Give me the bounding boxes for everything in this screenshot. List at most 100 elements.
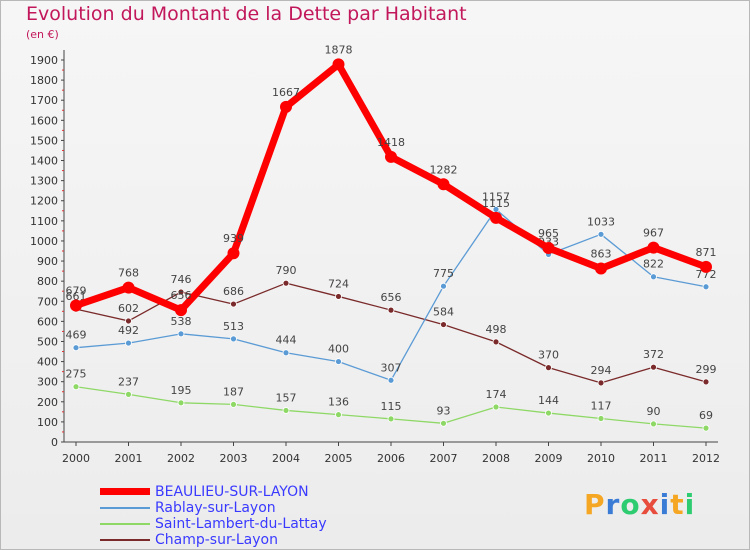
- data-point: [282, 349, 290, 357]
- data-label: 492: [118, 324, 139, 337]
- x-tick-label: 2005: [325, 452, 353, 465]
- data-label: 967: [643, 227, 664, 240]
- data-point: [440, 321, 447, 328]
- data-label: 400: [328, 343, 349, 356]
- data-point: [280, 100, 292, 113]
- data-label: 1033: [587, 215, 615, 228]
- x-tick-label: 2002: [167, 452, 195, 465]
- data-point: [335, 358, 342, 365]
- data-label: 90: [647, 405, 661, 418]
- data-point: [545, 409, 552, 417]
- data-label: 965: [538, 227, 559, 240]
- y-tick-label: 1800: [30, 74, 58, 87]
- data-point: [227, 247, 240, 260]
- data-point: [650, 273, 657, 281]
- data-label: 187: [223, 385, 244, 398]
- data-label: 237: [118, 375, 139, 388]
- data-label: 1115: [482, 197, 510, 210]
- y-tick-label: 200: [37, 396, 58, 409]
- data-label: 939: [223, 232, 244, 245]
- x-tick-label: 2007: [430, 452, 458, 465]
- legend-swatch: [100, 523, 150, 525]
- data-label: 469: [66, 329, 87, 342]
- data-point: [125, 317, 132, 325]
- data-point: [545, 364, 552, 372]
- logo-letter: x: [640, 488, 660, 521]
- legend-swatch: [100, 488, 150, 495]
- y-tick-label: 900: [37, 255, 58, 268]
- chart-subtitle: (en €): [26, 28, 59, 41]
- data-label: 115: [381, 400, 402, 413]
- data-point: [650, 363, 657, 371]
- x-tick-label: 2010: [587, 452, 615, 465]
- data-label: 299: [696, 363, 717, 376]
- data-label: 513: [223, 320, 244, 333]
- data-label: 584: [433, 306, 454, 319]
- data-label: 686: [223, 285, 244, 298]
- y-tick-label: 1000: [30, 235, 58, 248]
- data-point: [492, 338, 500, 346]
- y-tick-label: 400: [37, 356, 58, 369]
- x-tick-label: 2004: [272, 452, 300, 465]
- data-point: [70, 299, 82, 312]
- data-point: [177, 399, 185, 407]
- data-point: [700, 260, 712, 273]
- data-point: [387, 376, 395, 384]
- data-point: [122, 281, 135, 294]
- data-label: 275: [66, 368, 87, 381]
- logo-letter: t: [670, 488, 685, 521]
- data-point: [230, 335, 237, 343]
- data-point: [72, 344, 80, 352]
- y-tick-label: 1400: [30, 155, 58, 168]
- data-label: 195: [171, 384, 192, 397]
- data-point: [282, 279, 290, 287]
- data-label: 1282: [430, 163, 458, 176]
- x-tick-label: 2000: [62, 452, 90, 465]
- data-point: [702, 378, 710, 386]
- y-tick-label: 1200: [30, 195, 58, 208]
- chart-title: Evolution du Montant de la Dette par Hab…: [26, 3, 467, 25]
- data-label: 871: [696, 246, 717, 259]
- data-label: 372: [643, 348, 664, 361]
- data-label: 790: [276, 264, 297, 277]
- y-tick-label: 0: [51, 436, 58, 449]
- legend-label: Champ-sur-Layon: [155, 532, 278, 548]
- data-label: 144: [538, 394, 559, 407]
- data-point: [335, 293, 342, 300]
- data-point: [230, 401, 237, 408]
- data-label: 656: [381, 291, 402, 304]
- data-point: [125, 390, 132, 398]
- legend-swatch: [100, 539, 150, 541]
- data-label: 661: [66, 290, 87, 303]
- data-point: [72, 383, 80, 391]
- data-label: 157: [276, 391, 297, 404]
- logo-letter: o: [620, 488, 641, 521]
- data-point: [335, 411, 342, 419]
- data-point: [650, 420, 657, 428]
- data-label: 602: [118, 302, 139, 315]
- data-point: [647, 241, 660, 254]
- data-label: 136: [328, 396, 349, 409]
- y-tick-label: 1100: [30, 215, 58, 228]
- data-label: 1878: [325, 43, 353, 56]
- proxiti-logo: Proxiti: [584, 488, 695, 521]
- logo-letter: P: [584, 488, 606, 521]
- data-point: [177, 330, 185, 338]
- data-label: 117: [591, 399, 612, 412]
- data-label: 538: [171, 315, 192, 328]
- data-label: 174: [486, 388, 507, 401]
- data-label: 370: [538, 349, 559, 362]
- data-point: [492, 403, 500, 411]
- legend-label: BEAULIEU-SUR-LAYON: [155, 484, 309, 500]
- data-label: 746: [171, 273, 192, 286]
- y-tick-label: 700: [37, 295, 58, 308]
- data-point: [177, 288, 185, 296]
- y-tick-label: 1900: [30, 54, 58, 67]
- data-label: 679: [66, 284, 87, 297]
- data-point: [440, 282, 447, 290]
- data-label: 93: [437, 404, 451, 417]
- data-label: 498: [486, 323, 507, 336]
- x-tick-label: 2011: [640, 452, 668, 465]
- y-tick-label: 300: [37, 376, 58, 389]
- data-point: [702, 424, 710, 432]
